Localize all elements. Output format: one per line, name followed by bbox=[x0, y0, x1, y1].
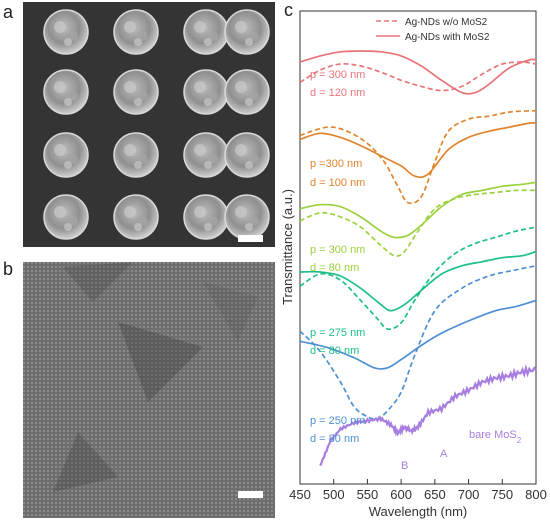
nanodisk bbox=[224, 132, 270, 178]
nanodisk bbox=[43, 194, 89, 240]
nanodisk bbox=[224, 9, 270, 55]
series-annotation: d = 80 nm bbox=[310, 345, 359, 357]
plot-frame bbox=[299, 10, 537, 485]
nanodisk bbox=[183, 194, 229, 240]
series-annotation: d = 80 nm bbox=[310, 262, 359, 274]
x-tick-label: 600 bbox=[390, 487, 412, 502]
mos2-triangle-flake bbox=[203, 282, 258, 342]
nanodisk bbox=[113, 9, 159, 55]
series-line-solid bbox=[299, 50, 537, 95]
y-axis-title: Transmittance (a.u.) bbox=[280, 189, 295, 305]
legend-label-solid: Ag-NDs with MoS2 bbox=[405, 32, 490, 43]
series-line-solid bbox=[299, 121, 537, 179]
x-tick-label: 550 bbox=[357, 487, 379, 502]
series-line-dashed bbox=[299, 226, 537, 331]
series-line-solid bbox=[299, 299, 537, 370]
nanodisk bbox=[224, 69, 270, 115]
series-annotation: d = 80 nm bbox=[310, 433, 359, 445]
mos2-triangle-flake bbox=[118, 322, 203, 402]
panel-label-a: a bbox=[3, 2, 14, 22]
scale-bar-b bbox=[238, 491, 263, 498]
series-annotation: p = 300 nm bbox=[310, 69, 365, 81]
x-tick-label: 450 bbox=[289, 487, 311, 502]
nanodisk bbox=[43, 69, 89, 115]
nanodisk bbox=[43, 9, 89, 55]
nanodisk-grid bbox=[43, 9, 270, 240]
series-line-solid bbox=[299, 250, 537, 312]
mos2-triangle-flake bbox=[53, 432, 118, 492]
series-annotation: p =300 nm bbox=[310, 158, 362, 170]
x-axis-title: Wavelength (nm) bbox=[369, 504, 468, 519]
scale-bar-a bbox=[238, 235, 263, 242]
x-tick-label: 750 bbox=[491, 487, 513, 502]
nanodisk bbox=[183, 132, 229, 178]
nanodisk bbox=[113, 69, 159, 115]
legend: Ag-NDs w/o MoS2 Ag-NDs with MoS2 bbox=[376, 17, 490, 43]
legend-label-dashed: Ag-NDs w/o MoS2 bbox=[405, 17, 488, 28]
x-tick-label: 500 bbox=[323, 487, 345, 502]
series-annotation: B bbox=[401, 460, 408, 472]
nanodisk bbox=[183, 69, 229, 115]
series-annotation: A bbox=[440, 448, 448, 460]
x-tick-label: 700 bbox=[458, 487, 480, 502]
sem-image-nanodisk-array bbox=[23, 2, 275, 247]
panel-label-b: b bbox=[3, 259, 14, 279]
nanodisk bbox=[183, 9, 229, 55]
series-line-dashed bbox=[299, 61, 537, 92]
x-tick-label: 800 bbox=[525, 487, 547, 502]
series-annotation: d = 100 nm bbox=[310, 177, 365, 189]
series-annotation: d = 120 nm bbox=[310, 87, 365, 99]
series-annotation: p = 300 nm bbox=[310, 244, 365, 256]
series-annotation: p = 275 nm bbox=[310, 327, 365, 339]
series-line-dashed bbox=[299, 109, 537, 205]
mos2-flake-texture bbox=[23, 262, 275, 518]
series-line-noisy bbox=[319, 363, 537, 467]
x-tick-label: 650 bbox=[424, 487, 446, 502]
mos2-triangle-flake bbox=[63, 262, 133, 302]
nanodisk bbox=[113, 132, 159, 178]
series-line-dashed bbox=[299, 189, 537, 257]
series-annotation: p = 250 nm bbox=[310, 415, 365, 427]
series-line-dashed bbox=[299, 264, 537, 421]
series-annotation: bare MoS2 bbox=[469, 429, 522, 445]
panel-label-c: c bbox=[284, 0, 293, 20]
series-line-solid bbox=[299, 181, 537, 239]
sem-image-mos2-flakes bbox=[23, 262, 275, 518]
nanodisk bbox=[113, 194, 159, 240]
nanodisk bbox=[43, 132, 89, 178]
